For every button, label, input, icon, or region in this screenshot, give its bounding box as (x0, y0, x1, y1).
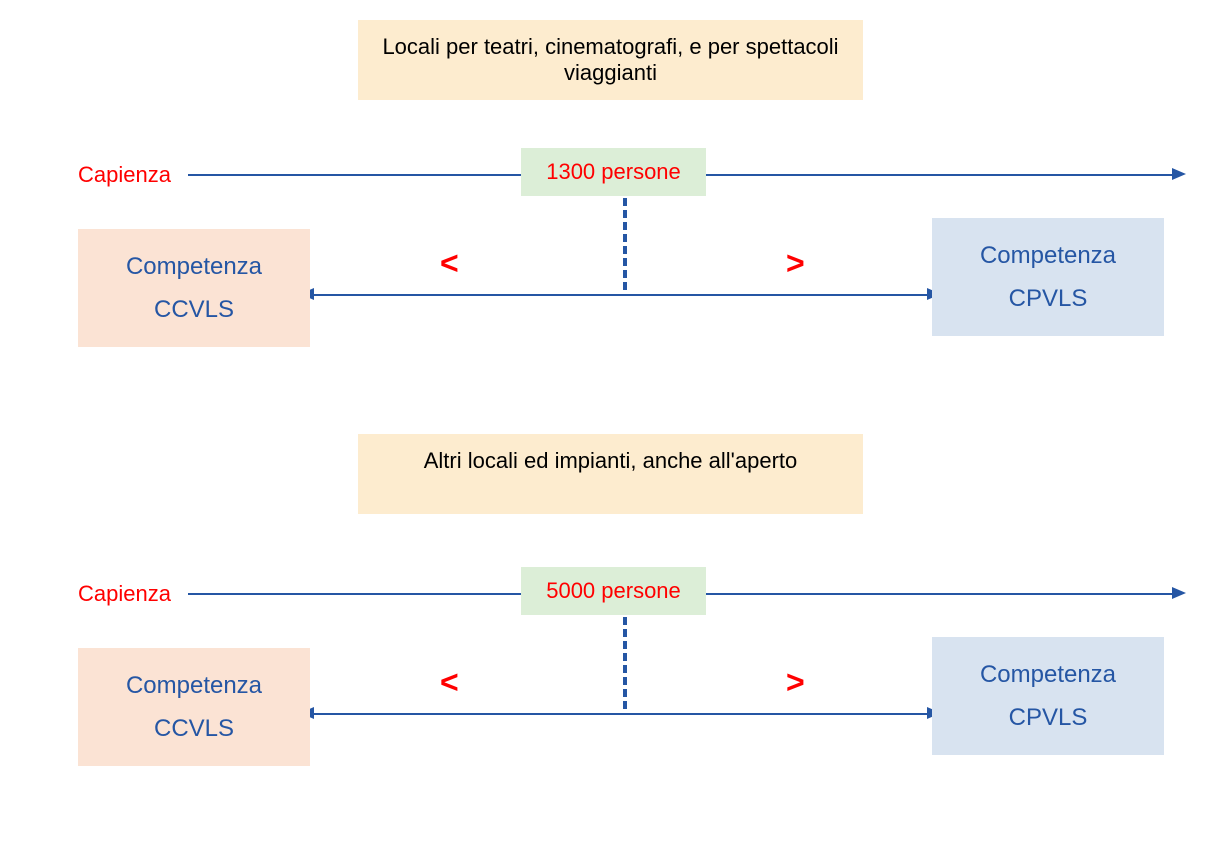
section1-capacity-label: Capienza (78, 162, 171, 188)
section1-competenza-right-line2: CPVLS (1009, 277, 1088, 320)
section1-competenza-left-line1: Competenza (126, 245, 262, 288)
section1-title: Locali per teatri, cinematografi, e per … (378, 34, 843, 86)
section2-title: Altri locali ed impianti, anche all'aper… (424, 448, 798, 474)
section2-competenza-right-line1: Competenza (980, 653, 1116, 696)
section1-competenza-right-line1: Competenza (980, 234, 1116, 277)
section2-persone-box: 5000 persone (521, 567, 706, 615)
section2-competenza-left-line1: Competenza (126, 664, 262, 707)
section1-double-arrow-line (311, 294, 931, 296)
section2-persone-text: 5000 persone (546, 578, 681, 604)
section1-title-box: Locali per teatri, cinematografi, e per … (358, 20, 863, 100)
section2-dashed-divider (623, 617, 627, 709)
section1-competenza-left-box: Competenza CCVLS (78, 229, 310, 347)
section1-dashed-divider (623, 198, 627, 290)
section1-competenza-left-line2: CCVLS (154, 288, 234, 331)
section1-gt-symbol: > (786, 245, 805, 282)
section1-competenza-right-box: Competenza CPVLS (932, 218, 1164, 336)
section2-competenza-right-box: Competenza CPVLS (932, 637, 1164, 755)
section2-title-box: Altri locali ed impianti, anche all'aper… (358, 434, 863, 514)
section2-competenza-left-box: Competenza CCVLS (78, 648, 310, 766)
section1-capacity-arrowhead (1172, 168, 1186, 180)
section1-persone-text: 1300 persone (546, 159, 681, 185)
section1-lt-symbol: < (440, 245, 459, 282)
section2-double-arrow-line (311, 713, 931, 715)
section2-gt-symbol: > (786, 664, 805, 701)
section2-competenza-right-line2: CPVLS (1009, 696, 1088, 739)
section2-capacity-label: Capienza (78, 581, 171, 607)
section2-capacity-arrowhead (1172, 587, 1186, 599)
section2-competenza-left-line2: CCVLS (154, 707, 234, 750)
section1-persone-box: 1300 persone (521, 148, 706, 196)
section2-lt-symbol: < (440, 664, 459, 701)
